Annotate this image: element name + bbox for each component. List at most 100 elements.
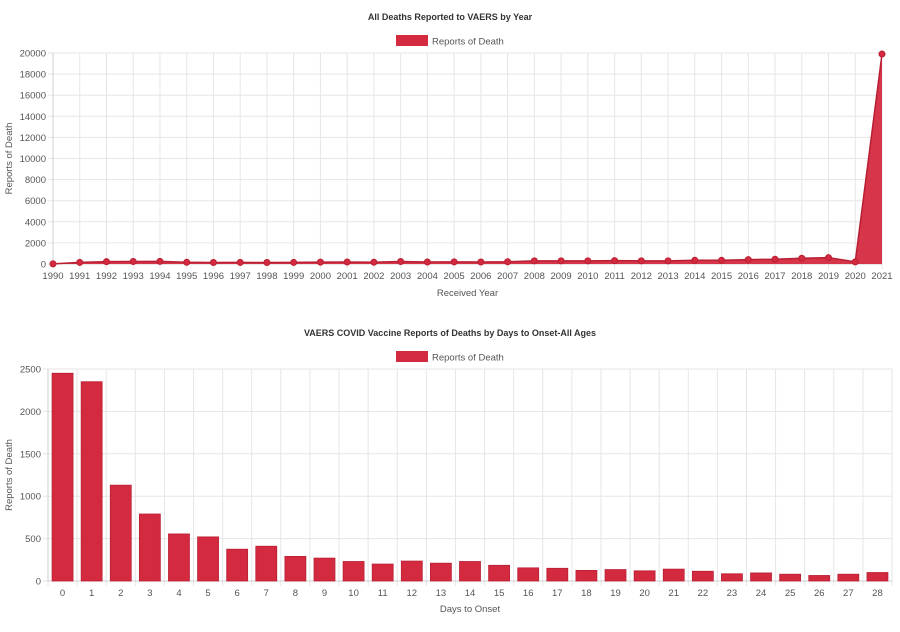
x-tick-label: 22 xyxy=(698,588,709,599)
x-tick-label: 6 xyxy=(235,588,240,599)
point-1993 xyxy=(129,257,137,265)
x-tick-label: 13 xyxy=(436,588,447,599)
x-tick-label: 2007 xyxy=(497,271,518,282)
x-tick-label: 26 xyxy=(814,588,825,599)
point-2009 xyxy=(557,257,565,265)
bar-day-5 xyxy=(197,536,219,582)
x-tick-label: 21 xyxy=(668,588,679,599)
bar-day-10 xyxy=(342,561,365,582)
y-axis-title: Reports of Death xyxy=(4,123,15,195)
y-axis-title: Reports of Death xyxy=(4,439,15,511)
y-tick-label: 8000 xyxy=(25,175,46,186)
y-tick-label: 16000 xyxy=(20,91,46,102)
point-1998 xyxy=(263,259,271,267)
legend-swatch xyxy=(396,351,428,362)
y-tick-label: 1500 xyxy=(20,449,41,460)
x-tick-label: 2020 xyxy=(845,271,866,282)
x-tick-label: 2002 xyxy=(363,271,384,282)
x-tick-label: 2014 xyxy=(684,271,705,282)
y-tick-label: 6000 xyxy=(25,196,46,207)
y-tick-label: 1000 xyxy=(20,492,41,503)
x-tick-label: 23 xyxy=(727,588,738,599)
y-tick-label: 500 xyxy=(25,534,41,545)
x-tick-label: 2000 xyxy=(310,271,331,282)
bar-day-25 xyxy=(779,573,802,582)
y-tick-label: 20000 xyxy=(20,49,46,60)
x-tick-label: 1992 xyxy=(96,271,117,282)
bar-day-21 xyxy=(662,568,685,582)
bar-day-18 xyxy=(575,569,598,582)
bar-day-24 xyxy=(750,572,772,582)
x-tick-label: 2010 xyxy=(577,271,598,282)
point-2007 xyxy=(504,258,512,266)
x-axis-title: Received Year xyxy=(437,288,498,299)
point-2001 xyxy=(343,258,351,266)
point-2014 xyxy=(691,256,699,264)
bar-day-26 xyxy=(808,575,831,582)
bar-day-23 xyxy=(721,573,743,582)
bar-day-12 xyxy=(400,560,423,582)
x-tick-label: 15 xyxy=(494,588,505,599)
bar-day-6 xyxy=(226,548,249,582)
x-tick-label: 25 xyxy=(785,588,796,599)
area-fill xyxy=(53,54,882,265)
bar-day-0 xyxy=(51,372,74,582)
point-2006 xyxy=(477,258,485,266)
point-2002 xyxy=(370,258,378,266)
bar-day-28 xyxy=(866,572,889,582)
x-tick-label: 28 xyxy=(872,588,883,599)
x-tick-label: 2015 xyxy=(711,271,732,282)
x-tick-label: 2006 xyxy=(470,271,491,282)
bar-day-11 xyxy=(371,563,394,582)
x-tick-label: 2008 xyxy=(524,271,545,282)
y-tick-label: 10000 xyxy=(20,154,46,165)
point-2017 xyxy=(771,255,779,263)
x-tick-label: 2004 xyxy=(417,271,438,282)
x-tick-label: 19 xyxy=(610,588,621,599)
chart-title: All Deaths Reported to VAERS by Year xyxy=(368,12,533,22)
point-2018 xyxy=(798,254,806,262)
x-tick-label: 3 xyxy=(147,588,152,599)
x-tick-label: 1999 xyxy=(283,271,304,282)
bar-day-17 xyxy=(546,567,569,582)
x-tick-label: 20 xyxy=(639,588,650,599)
point-2021 xyxy=(878,50,886,58)
point-1997 xyxy=(236,258,244,266)
x-tick-label: 4 xyxy=(176,588,181,599)
x-tick-label: 1998 xyxy=(256,271,277,282)
point-2020 xyxy=(851,258,859,266)
bar-day-2 xyxy=(109,484,132,582)
bar-day-3 xyxy=(138,513,161,582)
bar-day-16 xyxy=(517,567,540,582)
bar-day-4 xyxy=(168,533,190,582)
x-tick-label: 2013 xyxy=(657,271,678,282)
x-tick-label: 5 xyxy=(205,588,210,599)
point-1999 xyxy=(290,258,298,266)
point-1992 xyxy=(102,258,110,266)
x-tick-label: 1993 xyxy=(123,271,144,282)
x-tick-label: 27 xyxy=(843,588,854,599)
y-tick-label: 2000 xyxy=(25,238,46,249)
bar-day-8 xyxy=(284,556,307,582)
point-1991 xyxy=(76,258,84,266)
bar-day-20 xyxy=(633,570,656,582)
y-tick-label: 2500 xyxy=(20,365,41,376)
point-2008 xyxy=(530,257,538,265)
point-1994 xyxy=(156,257,164,265)
point-2005 xyxy=(450,258,458,266)
x-tick-label: 2018 xyxy=(791,271,812,282)
bar-day-9 xyxy=(313,557,336,582)
bar-day-7 xyxy=(255,545,278,582)
x-axis-title: Days to Onset xyxy=(440,604,501,615)
legend-label: Reports of Death xyxy=(432,37,504,48)
x-tick-label: 1 xyxy=(89,588,94,599)
x-tick-label: 1996 xyxy=(203,271,224,282)
x-tick-label: 2 xyxy=(118,588,123,599)
x-tick-label: 1995 xyxy=(176,271,197,282)
point-1996 xyxy=(209,259,217,267)
x-tick-label: 0 xyxy=(60,588,65,599)
x-tick-label: 2016 xyxy=(738,271,759,282)
legend-label: Reports of Death xyxy=(432,353,504,364)
point-2013 xyxy=(664,257,672,265)
x-tick-label: 14 xyxy=(465,588,476,599)
